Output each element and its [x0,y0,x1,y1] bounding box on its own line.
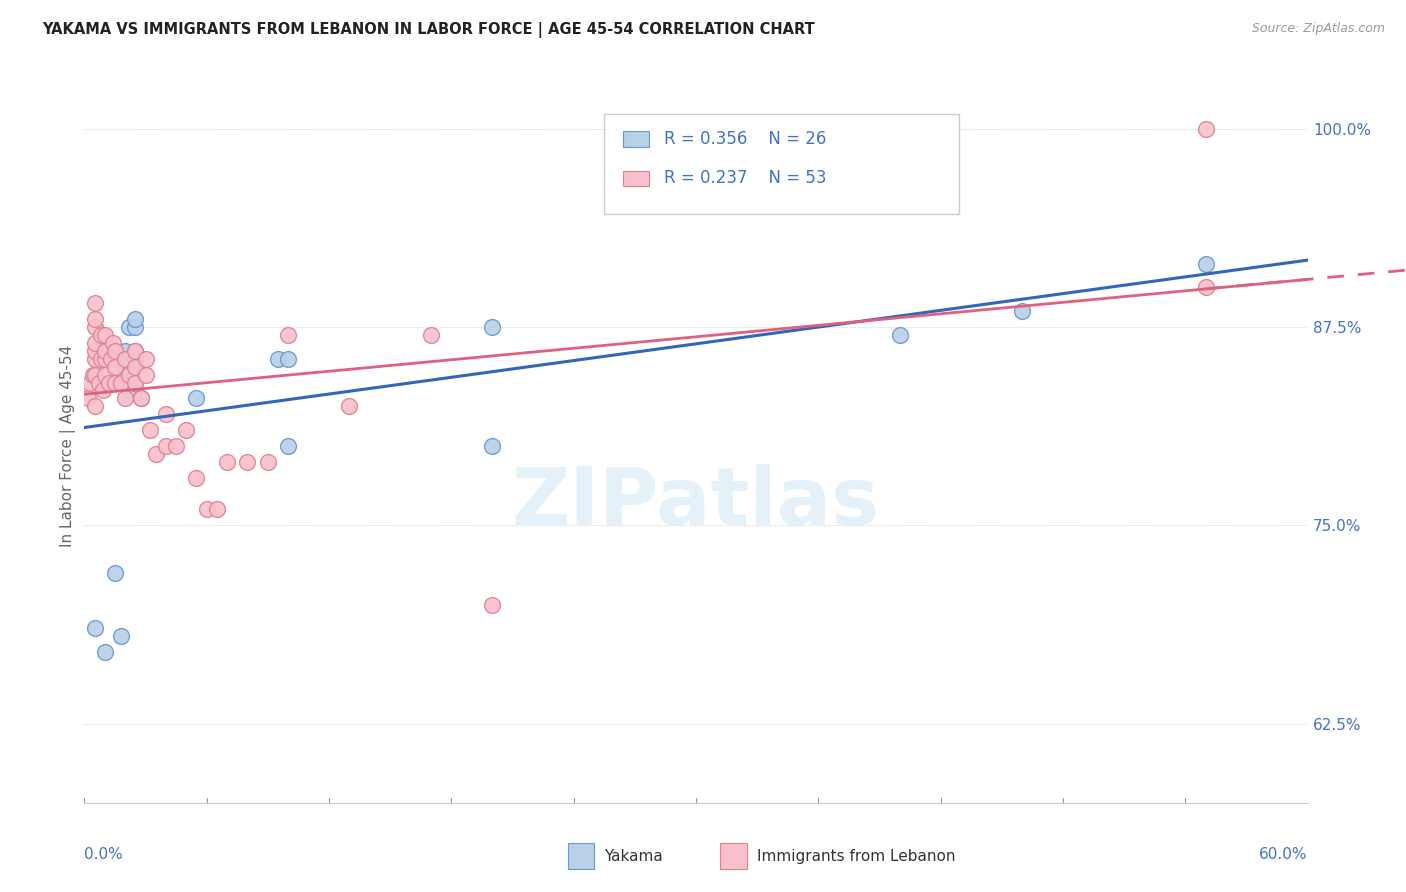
Point [118,384,141,398]
FancyBboxPatch shape [568,844,595,869]
Point [90,351,112,366]
Point [83,296,105,310]
Point [114,376,136,390]
Text: 0.0%: 0.0% [84,847,124,863]
Point [83,400,105,414]
Point [124,359,146,374]
Point [114,343,136,358]
Y-axis label: In Labor Force | Age 45-54: In Labor Force | Age 45-54 [60,345,76,547]
FancyBboxPatch shape [623,131,650,147]
Point [481,320,503,334]
Point [155,439,177,453]
Point [124,359,146,374]
Point [79,376,101,390]
FancyBboxPatch shape [720,844,748,869]
Point [83,312,105,326]
Text: R = 0.356    N = 26: R = 0.356 N = 26 [664,130,827,148]
Point [104,566,127,580]
Point [186,471,208,485]
Point [114,392,136,406]
FancyBboxPatch shape [623,170,650,186]
Point [135,368,157,382]
Point [87,376,110,390]
Point [217,455,239,469]
Point [186,392,208,406]
Point [420,328,443,343]
Text: ZIPatlas: ZIPatlas [512,464,880,542]
Point [135,351,157,366]
Point [83,621,105,635]
Point [1195,257,1218,271]
Point [131,392,153,406]
Text: Source: ZipAtlas.com: Source: ZipAtlas.com [1251,22,1385,36]
Point [104,343,127,358]
Point [93,343,117,358]
Point [101,335,124,350]
Text: Yakama: Yakama [605,849,664,863]
Point [90,328,112,343]
Point [481,598,503,612]
Point [889,328,911,343]
Point [118,351,141,366]
Point [1011,304,1033,318]
Point [131,392,153,406]
Point [165,439,187,453]
Point [83,351,105,366]
Point [110,629,132,643]
Point [83,335,105,350]
Point [1195,121,1218,136]
Text: 60.0%: 60.0% [1260,847,1308,863]
Point [205,502,228,516]
Point [82,368,104,382]
Point [138,423,160,437]
Point [124,312,146,326]
Point [93,368,117,382]
Point [236,455,259,469]
Point [83,343,105,358]
Point [339,400,361,414]
Point [176,423,198,437]
Point [83,368,105,382]
Point [155,407,177,421]
Point [104,359,127,374]
Point [257,455,280,469]
Point [114,351,136,366]
Point [83,320,105,334]
Point [124,351,146,366]
FancyBboxPatch shape [605,114,959,214]
Point [124,343,146,358]
Point [277,351,299,366]
Point [277,439,299,453]
Point [124,376,146,390]
Point [114,359,136,374]
Point [93,645,117,659]
Point [124,343,146,358]
Point [77,392,100,406]
Point [97,376,120,390]
Point [277,328,299,343]
Point [267,351,290,366]
Point [1195,280,1218,294]
Text: R = 0.237    N = 53: R = 0.237 N = 53 [664,169,827,187]
Point [104,376,127,390]
Point [118,368,141,382]
Point [91,384,114,398]
Point [93,328,117,343]
Point [124,320,146,334]
Point [100,351,122,366]
Point [110,376,132,390]
Point [124,376,146,390]
Point [145,447,167,461]
Text: YAKAMA VS IMMIGRANTS FROM LEBANON IN LABOR FORCE | AGE 45-54 CORRELATION CHART: YAKAMA VS IMMIGRANTS FROM LEBANON IN LAB… [42,22,815,38]
Point [118,320,141,334]
Point [93,351,117,366]
Point [195,502,218,516]
Point [481,439,503,453]
Text: Immigrants from Lebanon: Immigrants from Lebanon [758,849,956,863]
